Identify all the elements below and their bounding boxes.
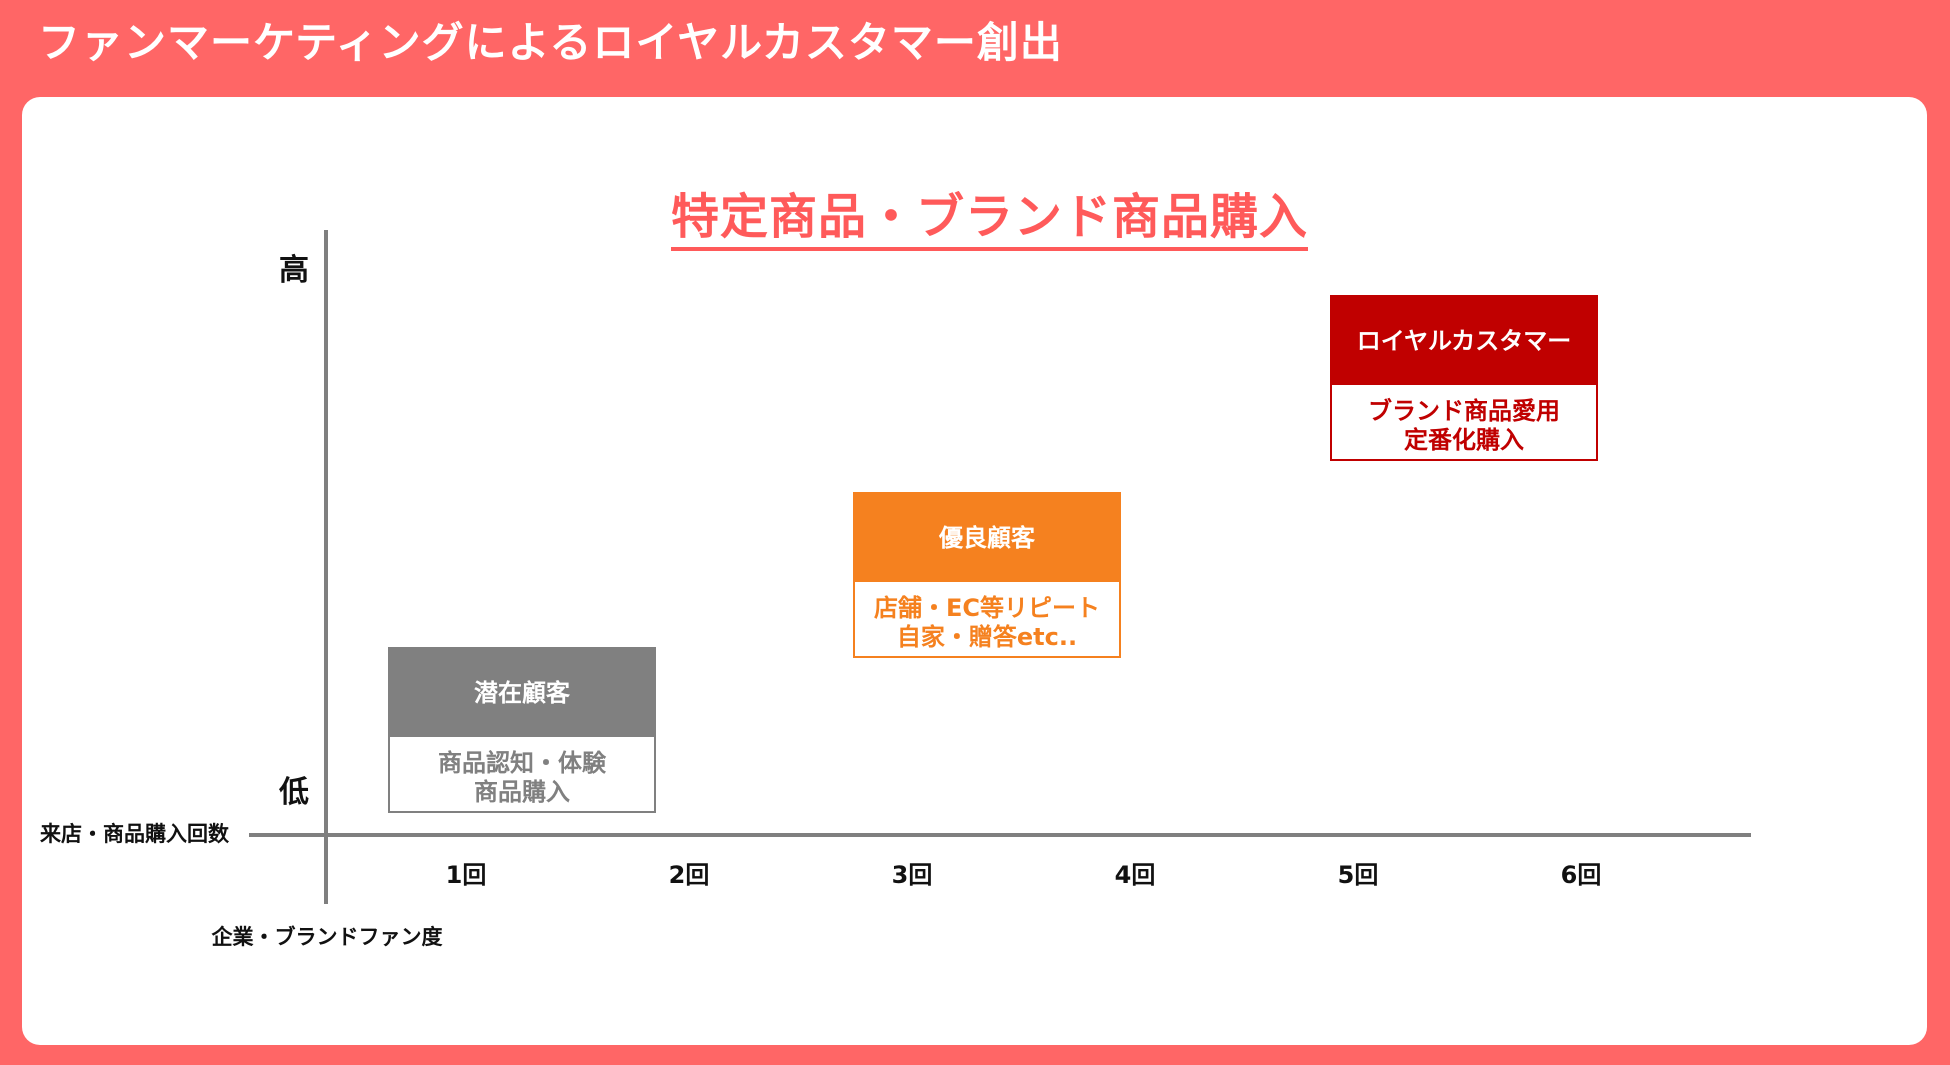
stage-box-header: ロイヤルカスタマー xyxy=(1332,297,1596,385)
stage-box-line: 商品購入 xyxy=(474,778,570,806)
x-tick-3: 3回 xyxy=(891,861,933,889)
x-tick-1: 1回 xyxy=(445,861,487,889)
diagram-card: 特定商品・ブランド商品購入 高 低 来店・商品購入回数 企業・ブランドファン度 … xyxy=(22,97,1927,1045)
y-axis-low-label: 低 xyxy=(279,775,309,810)
stage-box-header: 潜在顧客 xyxy=(390,649,654,737)
y-axis-high-label: 高 xyxy=(279,253,309,288)
stage-box-line: 定番化購入 xyxy=(1404,426,1524,454)
stage-box-body: 店舗・EC等リピート 自家・贈答etc.. xyxy=(855,582,1119,656)
stage-box-line: 店舗・EC等リピート xyxy=(873,594,1100,622)
diagram-title: 特定商品・ブランド商品購入 xyxy=(22,177,1927,251)
stage-box-body: ブランド商品愛用 定番化購入 xyxy=(1332,385,1596,459)
stage-box-header: 優良顧客 xyxy=(855,494,1119,582)
x-tick-4: 4回 xyxy=(1114,861,1156,889)
x-axis-title: 企業・ブランドファン度 xyxy=(211,925,443,949)
x-tick-2: 2回 xyxy=(668,861,710,889)
x-tick-6: 6回 xyxy=(1560,861,1602,889)
stage-box-line: ブランド商品愛用 xyxy=(1368,397,1560,425)
page-title: ファンマーケティングによるロイヤルカスタマー創出 xyxy=(38,18,1063,67)
stage-box-line: 商品認知・体験 xyxy=(438,749,606,777)
y-axis-line xyxy=(324,230,328,904)
stage-box-line: 自家・贈答etc.. xyxy=(896,623,1078,651)
x-axis-line xyxy=(249,833,1751,837)
y-axis-title: 来店・商品購入回数 xyxy=(40,822,229,846)
stage-box-potential-customer: 潜在顧客 商品認知・体験 商品購入 xyxy=(388,647,656,813)
stage-box-body: 商品認知・体験 商品購入 xyxy=(390,737,654,811)
stage-box-loyal-customer: ロイヤルカスタマー ブランド商品愛用 定番化購入 xyxy=(1330,295,1598,461)
diagram-title-text: 特定商品・ブランド商品購入 xyxy=(670,189,1308,251)
stage-box-good-customer: 優良顧客 店舗・EC等リピート 自家・贈答etc.. xyxy=(853,492,1121,658)
x-tick-5: 5回 xyxy=(1337,861,1379,889)
